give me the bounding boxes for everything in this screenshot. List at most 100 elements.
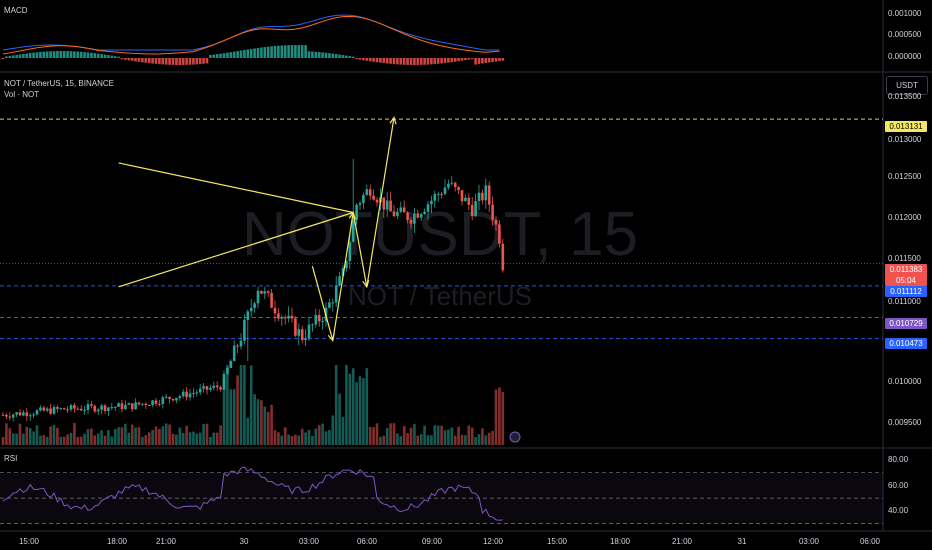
- candle-body: [25, 412, 29, 417]
- macd-histogram-bar: [168, 58, 171, 65]
- candle-body: [188, 393, 192, 398]
- macd-histogram-bar: [28, 53, 32, 58]
- symbol-title[interactable]: NOT / TetherUS, 15, BINANCE: [4, 79, 114, 88]
- macd-histogram-bar: [270, 46, 273, 58]
- candle-body: [83, 409, 86, 411]
- countdown-value: 05:04: [895, 276, 917, 285]
- macd-histogram-bar: [297, 45, 301, 58]
- macd-histogram-bar: [409, 58, 413, 65]
- candle-body: [372, 195, 375, 200]
- volume-bar: [181, 432, 185, 445]
- candle-body: [419, 214, 423, 218]
- volume-bar: [294, 434, 297, 445]
- macd-histogram-bar: [457, 58, 460, 62]
- triangle-lower-line: [118, 211, 354, 288]
- price-tick: 0.012000: [888, 213, 922, 222]
- time-tick: 21:00: [671, 537, 693, 546]
- candle-body: [263, 291, 267, 294]
- macd-histogram-bar: [124, 58, 127, 60]
- macd-histogram-bar: [260, 47, 263, 58]
- volume-bar: [355, 382, 358, 445]
- macd-histogram-bar: [382, 58, 386, 64]
- candle-body: [32, 414, 35, 416]
- volume-bar: [243, 365, 246, 445]
- volume-bar: [209, 436, 212, 445]
- macd-histogram-bar: [498, 58, 501, 62]
- candle-body: [69, 405, 73, 410]
- volume-bar: [113, 429, 117, 445]
- currency-button[interactable]: USDT: [886, 76, 928, 95]
- macd-histogram-bar: [158, 58, 161, 65]
- volume-title[interactable]: Vol · NOT: [4, 90, 40, 99]
- volume-bar: [90, 428, 93, 445]
- macd-histogram-bar: [185, 58, 188, 65]
- volume-bar: [277, 432, 280, 445]
- volume-bar: [59, 436, 63, 445]
- projection-arrowhead: [348, 211, 356, 220]
- macd-histogram-bar: [375, 58, 379, 63]
- candle-body: [198, 388, 202, 393]
- candle-body: [375, 199, 379, 203]
- candle-body: [266, 291, 270, 293]
- macd-histogram-bar: [107, 55, 110, 58]
- macd-histogram-bar: [8, 55, 12, 58]
- candle-body: [260, 290, 263, 294]
- macd-histogram-bar: [484, 58, 488, 63]
- macd-histogram-bar: [188, 58, 192, 65]
- macd-histogram-bar: [202, 58, 205, 64]
- volume-bar: [124, 423, 127, 445]
- macd-histogram-bar: [45, 51, 49, 58]
- macd-histogram-bar: [481, 58, 484, 64]
- candle-body: [338, 276, 341, 286]
- candle-body: [222, 373, 226, 390]
- volume-bar: [86, 429, 90, 445]
- candle-body: [311, 324, 314, 326]
- macd-histogram-bar: [256, 47, 260, 58]
- candle-body: [457, 187, 460, 191]
- volume-bar: [358, 376, 362, 445]
- macd-histogram-bar: [113, 56, 117, 58]
- candle-body: [484, 185, 488, 201]
- volume-bar: [5, 423, 8, 445]
- volume-bar: [317, 425, 321, 445]
- volume-bar: [198, 432, 202, 445]
- candle-body: [229, 360, 233, 369]
- volume-bar: [338, 393, 341, 445]
- macd-histogram-bar: [416, 58, 420, 65]
- macd-histogram-bar: [443, 58, 447, 64]
- macd-histogram-bar: [464, 58, 467, 61]
- macd-histogram-bar: [423, 58, 426, 65]
- candle-body: [175, 397, 178, 401]
- volume-bar: [273, 430, 277, 445]
- macd-histogram-bar: [147, 58, 151, 64]
- volume-bar: [345, 365, 348, 445]
- macd-histogram-bar: [341, 55, 345, 58]
- candle-body: [232, 345, 236, 361]
- volume-bar: [28, 428, 32, 445]
- macd-histogram-bar: [389, 58, 392, 64]
- candle-body: [328, 302, 331, 308]
- volume-bar: [307, 429, 311, 445]
- volume-bar: [52, 424, 56, 445]
- level-label-1: 0.011112: [885, 286, 927, 297]
- volume-bar: [440, 425, 443, 445]
- candle-body: [341, 268, 345, 277]
- time-tick: 15:00: [18, 537, 40, 546]
- macd-histogram-bar: [100, 54, 103, 58]
- macd-histogram-bar: [120, 58, 124, 60]
- volume-bar: [484, 435, 488, 445]
- macd-histogram-bar: [460, 58, 464, 61]
- volume-bar: [212, 432, 216, 445]
- macd-histogram-bar: [198, 58, 202, 65]
- volume-bar: [487, 432, 491, 445]
- macd-histogram-bar: [317, 52, 321, 58]
- candle-body: [287, 315, 290, 319]
- volume-bar: [25, 426, 29, 445]
- price-tick: 0.013000: [888, 135, 922, 144]
- lightning-icon[interactable]: [509, 431, 521, 443]
- rsi-title: RSI: [4, 454, 18, 463]
- macd-panel: [1, 14, 505, 65]
- volume-bar: [334, 365, 338, 445]
- time-tick: 06:00: [859, 537, 881, 546]
